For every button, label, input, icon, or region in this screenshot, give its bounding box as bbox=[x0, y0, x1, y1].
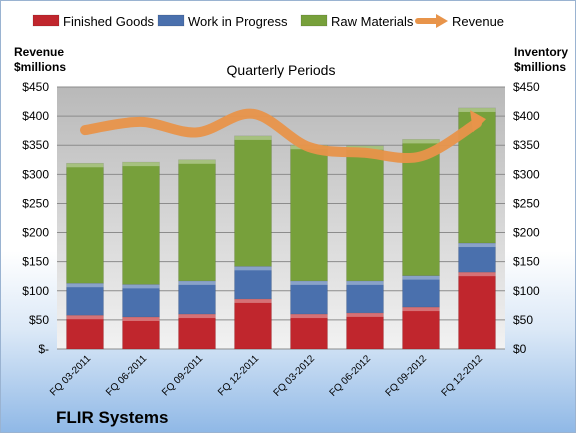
y-left-tick-label: $350 bbox=[22, 138, 49, 152]
bar-segment-finished-goods bbox=[402, 306, 440, 350]
bar-segment-work-in-progress bbox=[402, 275, 440, 308]
legend-label: Revenue bbox=[452, 14, 504, 29]
y-left-ticks: $- $50 $100 $150 $200 $250 $300 $350 $400 $450 bbox=[22, 80, 49, 356]
bar-segment-highlight bbox=[234, 135, 272, 140]
legend-swatch bbox=[32, 14, 60, 27]
y-right-tick-label: $150 bbox=[513, 255, 540, 269]
x-tick-label: FQ 06-2011 bbox=[104, 353, 149, 398]
y-left-tick-label: $- bbox=[38, 342, 49, 356]
y-right-tick-label: $300 bbox=[513, 167, 540, 181]
bar-segment-finished-goods bbox=[290, 313, 328, 350]
bar-segment-highlight bbox=[234, 266, 272, 271]
bar-segment-work-in-progress bbox=[290, 280, 328, 315]
bar-segment-highlight bbox=[346, 280, 384, 285]
legend-label: Raw Materials bbox=[331, 14, 414, 29]
bar-segment-highlight bbox=[122, 316, 160, 321]
bar-segment-work-in-progress bbox=[234, 266, 272, 300]
bar-segment-highlight bbox=[458, 272, 496, 277]
bar-segment-raw-materials bbox=[346, 145, 384, 282]
bar-segment-highlight bbox=[458, 243, 496, 248]
bar-segment-raw-materials bbox=[66, 162, 104, 284]
revenue-line-arrowhead bbox=[470, 110, 486, 133]
bar-segment-highlight bbox=[178, 314, 216, 319]
bar-segment-highlight bbox=[402, 307, 440, 312]
legend-swatch-arrow bbox=[436, 14, 448, 28]
bar-segment-finished-goods bbox=[346, 312, 384, 350]
y-right-axis-label-line1: Inventory bbox=[514, 45, 568, 59]
chart-title: Quarterly Periods bbox=[227, 62, 336, 78]
bar-segment-finished-goods bbox=[458, 271, 496, 350]
x-tick-label: FQ 09-2012 bbox=[384, 353, 430, 399]
y-right-tick-label: $50 bbox=[513, 313, 533, 327]
legend-swatch bbox=[157, 14, 185, 27]
y-right-axis-label-line2: $millions bbox=[514, 60, 566, 74]
bar-segment-highlight bbox=[458, 107, 496, 112]
y-left-tick-label: $50 bbox=[29, 313, 49, 327]
bar-segment-highlight bbox=[402, 139, 440, 144]
y-left-tick-label: $100 bbox=[22, 284, 49, 298]
bar-segment-highlight bbox=[122, 162, 160, 167]
bar-segment-highlight bbox=[290, 280, 328, 285]
x-tick-label: FQ 12-2011 bbox=[216, 353, 261, 398]
bar-segment-highlight bbox=[402, 275, 440, 280]
x-tick-label: FQ 12-2012 bbox=[440, 353, 486, 399]
y-right-ticks: $0 $50 $100 $150 $200 $250 $300 $350 $400 $450 bbox=[513, 80, 540, 356]
bars bbox=[66, 107, 496, 350]
bar-segment-finished-goods bbox=[234, 298, 272, 350]
company-name: FLIR Systems bbox=[56, 408, 168, 427]
bar-segment-work-in-progress bbox=[458, 242, 496, 273]
bar-segment-raw-materials bbox=[234, 135, 272, 267]
x-tick-label: FQ 09-2011 bbox=[160, 353, 205, 398]
legend-label: Work in Progress bbox=[188, 14, 288, 29]
y-left-tick-label: $400 bbox=[22, 109, 49, 123]
y-left-tick-label: $250 bbox=[22, 196, 49, 210]
y-left-axis-label-line1: Revenue bbox=[14, 45, 64, 59]
revenue-line-layer bbox=[80, 108, 486, 164]
bar-segment-highlight bbox=[66, 283, 104, 288]
bar-segment-finished-goods bbox=[122, 316, 160, 350]
y-right-tick-label: $350 bbox=[513, 138, 540, 152]
x-tick-label: FQ 06-2012 bbox=[328, 353, 374, 399]
y-right-tick-label: $200 bbox=[513, 226, 540, 240]
bar-segment-highlight bbox=[234, 298, 272, 303]
bar-segment-work-in-progress bbox=[178, 280, 216, 315]
bar-segment-raw-materials bbox=[290, 144, 328, 282]
bar-segment-work-in-progress bbox=[122, 284, 160, 318]
y-right-tick-label: $250 bbox=[513, 196, 540, 210]
bar-segment-highlight bbox=[178, 280, 216, 285]
legend: Finished Goods Work in Progress Raw Materi… bbox=[32, 14, 504, 29]
bar-segment-raw-materials bbox=[178, 159, 216, 282]
bar-segment-highlight bbox=[122, 284, 160, 289]
revenue-line bbox=[80, 108, 482, 164]
bar-segment-finished-goods bbox=[178, 313, 216, 350]
y-left-axis-label-line2: $millions bbox=[14, 60, 66, 74]
y-left-tick-label: $300 bbox=[22, 167, 49, 181]
bar-segment-highlight bbox=[66, 163, 104, 168]
y-right-tick-label: $100 bbox=[513, 284, 540, 298]
y-left-tick-label: $450 bbox=[22, 80, 49, 94]
x-ticks: FQ 03-2011 FQ 06-2011 FQ 09-2011 FQ 12-2011… bbox=[48, 353, 485, 399]
bar-segment-work-in-progress bbox=[66, 282, 104, 316]
bar-segment-work-in-progress bbox=[346, 280, 384, 314]
y-right-tick-label: $0 bbox=[513, 342, 527, 356]
x-tick-label: FQ 03-2011 bbox=[48, 353, 93, 398]
y-left-tick-label: $200 bbox=[22, 226, 49, 240]
bar-segment-raw-materials bbox=[122, 161, 160, 285]
y-left-tick-label: $150 bbox=[22, 255, 49, 269]
legend-swatch bbox=[300, 14, 328, 27]
bar-segment-finished-goods bbox=[66, 314, 104, 350]
y-right-tick-label: $400 bbox=[513, 109, 540, 123]
bar-segment-highlight bbox=[66, 315, 104, 320]
y-right-tick-label: $450 bbox=[513, 80, 540, 94]
legend-label: Finished Goods bbox=[63, 14, 155, 29]
x-tick-label: FQ 03-2012 bbox=[272, 353, 318, 399]
bar-segment-highlight bbox=[290, 314, 328, 319]
bar-segment-highlight bbox=[346, 312, 384, 317]
bar-segment-highlight bbox=[178, 159, 216, 164]
